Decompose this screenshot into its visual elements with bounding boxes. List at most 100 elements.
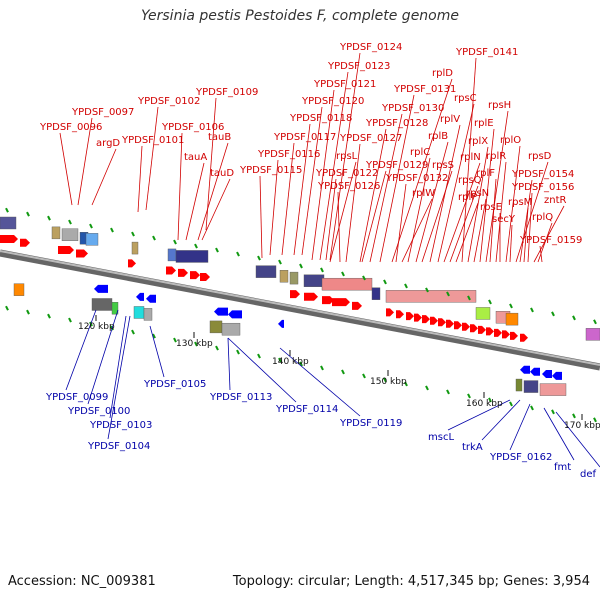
forward-gene-arrow bbox=[290, 290, 300, 299]
forward-gene-arrow bbox=[494, 328, 502, 337]
lower-tick-mark bbox=[5, 305, 9, 311]
forward-gene-arrow bbox=[20, 238, 30, 247]
forward-label-leader bbox=[177, 132, 183, 241]
forward-label-leader bbox=[401, 198, 433, 263]
forward-label-leader bbox=[319, 71, 349, 261]
reverse-label-leader bbox=[109, 315, 127, 419]
forward-label-leader bbox=[59, 132, 73, 206]
upper-tick-mark bbox=[89, 223, 93, 229]
forward-feature-box bbox=[321, 277, 373, 291]
upper-tick-mark bbox=[467, 295, 471, 301]
forward-label-leader bbox=[281, 142, 295, 256]
forward-feature-box bbox=[475, 307, 491, 320]
forward-feature-box bbox=[51, 226, 61, 240]
reverse-label-leader bbox=[543, 407, 575, 461]
forward-feature-box bbox=[303, 274, 325, 287]
upper-tick-mark bbox=[593, 319, 597, 325]
forward-gene-arrow bbox=[58, 246, 74, 255]
forward-gene-label: YPDSF_0121 bbox=[313, 79, 376, 90]
forward-gene-arrow bbox=[520, 333, 528, 342]
reverse-feature-box bbox=[13, 283, 25, 296]
forward-gene-label: YPDSF_0141 bbox=[455, 47, 518, 58]
forward-gene-label: YPDSF_0118 bbox=[289, 113, 352, 124]
forward-gene-label: YPDSF_0128 bbox=[365, 118, 428, 129]
forward-label-leader bbox=[329, 161, 357, 263]
upper-tick-mark bbox=[383, 279, 387, 285]
forward-gene-label: YPDSF_0123 bbox=[327, 61, 390, 72]
upper-tick-mark bbox=[362, 275, 366, 281]
forward-label-leader bbox=[519, 179, 533, 263]
scale-label: 170 kbp bbox=[564, 421, 600, 431]
upper-tick-mark bbox=[551, 311, 555, 317]
upper-tick-mark bbox=[173, 239, 177, 245]
reverse-gene-arrow bbox=[146, 294, 156, 303]
lower-tick-mark bbox=[47, 313, 51, 319]
forward-gene-arrow bbox=[478, 325, 486, 334]
reverse-gene-label: mscL bbox=[428, 432, 454, 443]
reverse-gene-label: def bbox=[580, 469, 597, 480]
map-title: Yersinia pestis Pestoides F, complete ge… bbox=[141, 8, 459, 24]
upper-tick-mark bbox=[26, 211, 30, 217]
reverse-gene-arrow bbox=[94, 284, 108, 293]
forward-label-leader bbox=[505, 145, 521, 263]
reverse-gene-label: YPDSF_0113 bbox=[209, 392, 272, 403]
forward-feature-box bbox=[279, 270, 289, 283]
lower-tick-mark bbox=[257, 353, 261, 359]
reverse-feature-box bbox=[523, 380, 539, 393]
forward-gene-arrow bbox=[486, 327, 494, 336]
forward-gene-label: rplV bbox=[440, 114, 460, 125]
upper-tick-mark bbox=[194, 243, 198, 249]
genome-summary-text: Topology: circular; Length: 4,517,345 bp… bbox=[232, 574, 590, 589]
forward-label-leader bbox=[311, 89, 335, 261]
lower-tick-mark bbox=[236, 349, 240, 355]
forward-gene-label: YPDSF_0117 bbox=[273, 132, 336, 143]
reverse-gene-arrow bbox=[542, 369, 552, 378]
reverse-label-leader bbox=[509, 403, 531, 451]
lower-tick-mark bbox=[530, 405, 534, 411]
forward-label-leader bbox=[395, 183, 407, 263]
lower-tick-mark bbox=[383, 377, 387, 383]
reverse-gene-arrow bbox=[136, 292, 144, 301]
upper-tick-mark bbox=[404, 283, 408, 289]
forward-label-leader bbox=[197, 142, 229, 241]
forward-gene-label: rplW bbox=[412, 188, 435, 199]
forward-label-leader bbox=[369, 113, 403, 263]
reverse-label-leader bbox=[227, 337, 297, 403]
reverse-gene-arrow bbox=[278, 319, 284, 328]
forward-label-leader bbox=[259, 175, 263, 259]
lower-tick-mark bbox=[467, 393, 471, 399]
forward-label-leader bbox=[201, 178, 231, 241]
reverse-gene-arrow bbox=[214, 307, 228, 316]
reverse-label-leader bbox=[107, 315, 131, 440]
forward-gene-label: rpsH bbox=[488, 100, 511, 111]
forward-gene-label: YPDSF_0120 bbox=[301, 96, 364, 107]
forward-label-leader bbox=[205, 97, 217, 231]
reverse-feature-box bbox=[91, 298, 113, 311]
lower-tick-mark bbox=[26, 309, 30, 315]
reverse-gene-arrow bbox=[530, 367, 540, 376]
forward-gene-label: rpsS bbox=[432, 160, 454, 171]
forward-label-leader bbox=[537, 222, 553, 263]
lower-tick-mark bbox=[152, 333, 156, 339]
forward-label-leader bbox=[509, 224, 513, 263]
forward-gene-label: tauA bbox=[184, 152, 207, 163]
forward-feature-box bbox=[131, 241, 139, 255]
upper-tick-mark bbox=[572, 315, 576, 321]
forward-gene-label: rpsD bbox=[528, 151, 552, 162]
lower-tick-mark bbox=[341, 369, 345, 375]
forward-label-leader bbox=[185, 162, 205, 241]
forward-label-leader bbox=[527, 192, 533, 263]
upper-tick-mark bbox=[215, 247, 219, 253]
forward-label-leader bbox=[473, 198, 487, 263]
reverse-gene-label: trkA bbox=[462, 442, 483, 453]
lower-tick-mark bbox=[404, 381, 408, 387]
forward-label-leader bbox=[495, 161, 507, 263]
lower-tick-mark bbox=[173, 337, 177, 343]
reverse-gene-label: YPDSF_0104 bbox=[87, 441, 150, 452]
forward-gene-label: YPDSF_0130 bbox=[381, 103, 444, 114]
reverse-gene-label: YPDSF_0114 bbox=[275, 404, 338, 415]
reverse-feature-box bbox=[515, 378, 523, 392]
forward-label-leader bbox=[269, 159, 279, 256]
forward-gene-arrow bbox=[406, 312, 414, 321]
reverse-gene-label: YPDSF_0099 bbox=[45, 392, 108, 403]
